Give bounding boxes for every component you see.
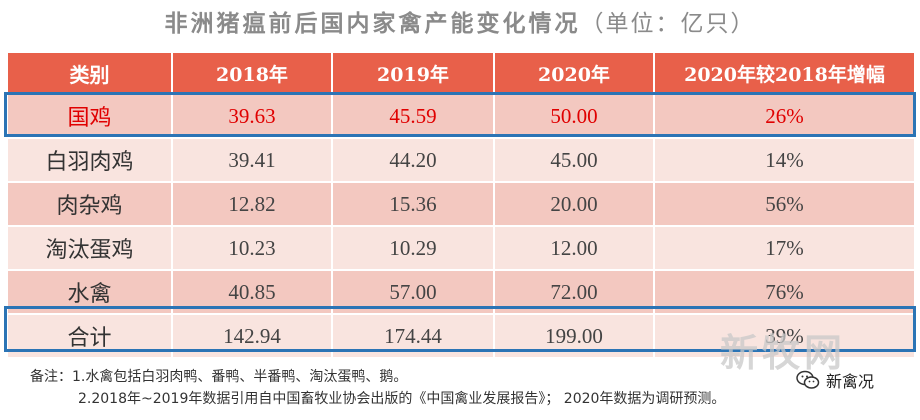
cell-growth: 17% — [653, 225, 916, 271]
table-row: 淘汰蛋鸡 10.23 10.29 12.00 17% — [6, 225, 916, 271]
cell-2020: 12.00 — [493, 225, 655, 271]
cell-2019: 45.59 — [331, 93, 495, 139]
cell-category: 国鸡 — [6, 93, 173, 139]
page-title: 非洲猪瘟前后国内家禽产能变化情况（单位：亿只） — [0, 4, 920, 44]
highlight-box-total-row — [4, 306, 916, 352]
title-main: 非洲猪瘟前后国内家禽产能变化情况 — [164, 11, 581, 37]
cell-2018: 39.41 — [171, 137, 333, 183]
header-2019: 2019年 — [331, 51, 495, 95]
cell-category: 白羽肉鸡 — [6, 137, 173, 183]
cell-2018: 39.63 — [171, 93, 333, 139]
header-2020: 2020年 — [493, 51, 655, 95]
table-row: 国鸡 39.63 45.59 50.00 26% — [6, 93, 916, 139]
cell-2020: 45.00 — [493, 137, 655, 183]
footnotes: 备注：1.水禽包括白羽肉鸭、番鸭、半番鸭、淘汰蛋鸭、鹅。 2.2018年~201… — [30, 366, 890, 410]
footnote-1: 备注：1.水禽包括白羽肉鸭、番鸭、半番鸭、淘汰蛋鸭、鹅。 — [30, 369, 408, 385]
table-row: 白羽肉鸡 39.41 44.20 45.00 14% — [6, 137, 916, 183]
cell-2018: 12.82 — [171, 181, 333, 227]
wechat-icon — [796, 370, 820, 389]
cell-growth: 14% — [653, 137, 916, 183]
watermark-text: 新牧网 — [720, 331, 847, 375]
footnote-2: 2.2018年~2019年数据引用自中国畜牧业协会出版的《中国禽业发展报告》； … — [78, 391, 726, 407]
cell-2019: 15.36 — [331, 181, 495, 227]
cell-growth: 56% — [653, 181, 916, 227]
cell-2019: 44.20 — [331, 137, 495, 183]
cell-category: 肉杂鸡 — [6, 181, 173, 227]
cell-2020: 20.00 — [493, 181, 655, 227]
cell-2019: 10.29 — [331, 225, 495, 271]
table-header-row: 类别 2018年 2019年 2020年 2020年较2018年增幅 — [6, 51, 916, 95]
cell-2020: 50.00 — [493, 93, 655, 139]
table-row: 肉杂鸡 12.82 15.36 20.00 56% — [6, 181, 916, 227]
brand-name: 新禽况 — [826, 372, 875, 391]
highlight-box-first-row — [4, 92, 916, 137]
header-growth: 2020年较2018年增幅 — [653, 51, 916, 95]
title-unit: （单位：亿只） — [580, 11, 756, 37]
cell-growth: 26% — [653, 93, 916, 139]
brand-badge: 新禽况 — [796, 368, 874, 392]
cell-2018: 10.23 — [171, 225, 333, 271]
header-category: 类别 — [6, 51, 173, 95]
cell-category: 淘汰蛋鸡 — [6, 225, 173, 271]
header-2018: 2018年 — [171, 51, 333, 95]
